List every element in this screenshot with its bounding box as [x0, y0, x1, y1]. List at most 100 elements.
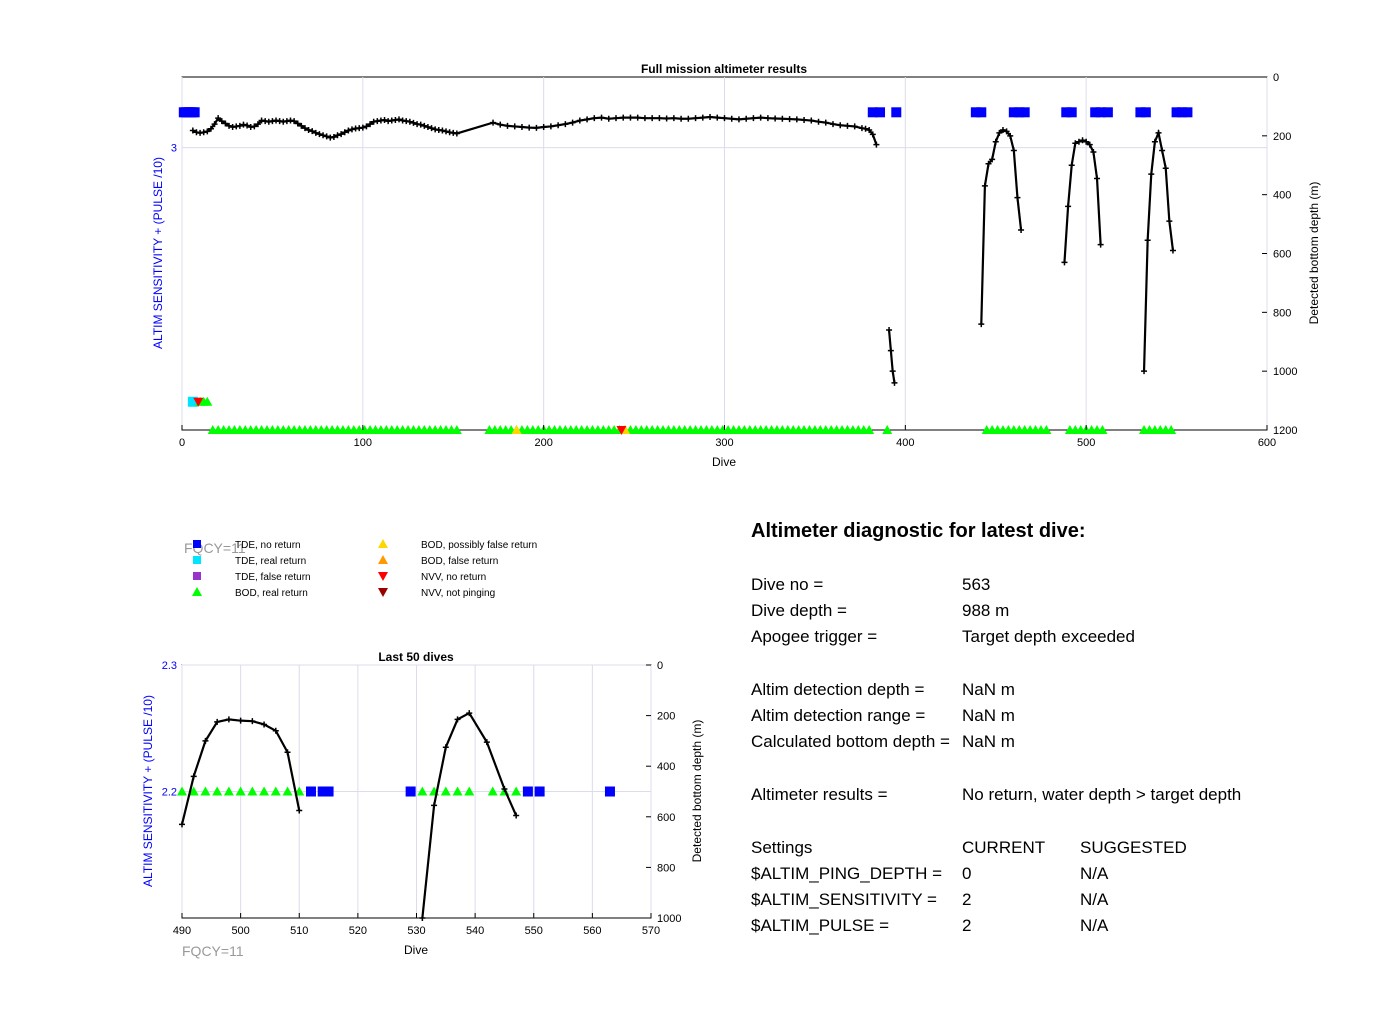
- depth-point: [1007, 132, 1014, 139]
- bod-marker: [202, 396, 213, 406]
- bod-marker: [1166, 425, 1177, 434]
- depth-point: [417, 121, 424, 128]
- depth-point: [620, 114, 627, 121]
- depth-point: [1003, 128, 1010, 135]
- depth-point: [728, 115, 735, 122]
- tde-marker: [976, 107, 987, 118]
- depth-point: [348, 126, 355, 133]
- bottom-depth-value: NaN m: [962, 732, 1015, 751]
- depth-point: [305, 126, 312, 133]
- depth-point: [334, 132, 341, 139]
- depth-point: [547, 123, 554, 130]
- depth-point: [750, 115, 757, 122]
- bod-marker: [259, 786, 270, 796]
- depth-point: [202, 737, 209, 744]
- depth-point: [236, 122, 243, 129]
- depth-point: [1018, 226, 1025, 233]
- fqcy-bottom-label: FQCY=11: [182, 943, 244, 959]
- x-tick-label: 520: [349, 925, 367, 937]
- depth-point: [649, 115, 656, 122]
- x-tick-label: 570: [642, 925, 660, 937]
- depth-point: [189, 127, 196, 134]
- depth-point: [1072, 140, 1079, 147]
- settings-header: Settings: [751, 838, 813, 857]
- depth-point: [641, 115, 648, 122]
- depth-point: [555, 122, 562, 129]
- full-mission-ylabel-right: Detected bottom depth (m): [1307, 182, 1321, 325]
- full-mission-ticks: 0 100 200 300 400 500 600 3 0 200 400 600 800 1000 120…: [171, 72, 1298, 449]
- last-50-dives-title: Last 50 dives: [378, 650, 454, 664]
- apogee-value: Target depth exceeded: [962, 627, 1135, 646]
- tde-marker: [189, 107, 200, 118]
- depth-point: [981, 182, 988, 189]
- depth-point: [627, 114, 634, 121]
- depth-point: [886, 326, 893, 333]
- depth-point: [978, 321, 985, 328]
- results-value: No return, water depth > target depth: [962, 785, 1242, 804]
- depth-point: [301, 125, 308, 132]
- tde-marker: [405, 786, 416, 797]
- full-mission-marks: [178, 107, 1193, 435]
- bod-marker: [270, 786, 281, 796]
- depth-point: [526, 124, 533, 131]
- depth-point: [985, 160, 992, 167]
- tde-marker: [1090, 107, 1101, 118]
- depth-point: [330, 134, 337, 141]
- depth-point: [291, 118, 298, 125]
- depth-point: [501, 785, 508, 792]
- depth-point: [996, 129, 1003, 136]
- nvv-marker: [193, 397, 204, 407]
- depth-point: [511, 123, 518, 130]
- depth-point: [320, 132, 327, 139]
- depth-point: [237, 717, 244, 724]
- bod-marker: [282, 786, 293, 796]
- bod-marker: [1041, 425, 1052, 434]
- depth-point: [240, 121, 247, 128]
- depth-point: [1151, 138, 1158, 145]
- depth-point: [786, 116, 793, 123]
- setting-current: 2: [962, 916, 972, 935]
- current-header: CURRENT: [962, 838, 1046, 857]
- x-tick-label: 540: [466, 925, 484, 937]
- tde-marker: [875, 107, 886, 118]
- bod-marker: [417, 786, 428, 796]
- depth-point: [866, 126, 873, 133]
- depth-point: [323, 133, 330, 140]
- depth-point: [226, 122, 233, 129]
- depth-point: [634, 114, 641, 121]
- depth-point: [1162, 165, 1169, 172]
- setting-name: $ALTIM_PING_DEPTH =: [751, 864, 942, 883]
- depth-point: [540, 124, 547, 131]
- x-tick-label: 500: [231, 925, 249, 937]
- depth-point: [261, 721, 268, 728]
- depth-point: [591, 115, 598, 122]
- dive-depth-value: 988 m: [962, 601, 1010, 620]
- legend-marker: [193, 540, 201, 548]
- bod-marker: [235, 786, 246, 796]
- setting-current: 2: [962, 890, 972, 909]
- x-tick-label: 500: [1077, 437, 1095, 449]
- depth-point: [1068, 162, 1075, 169]
- last-50-dives-ylabel-right: Detected bottom depth (m): [690, 720, 704, 863]
- tde-marker: [891, 107, 902, 118]
- tde-marker: [187, 396, 198, 407]
- depth-point: [316, 131, 323, 138]
- tde-marker: [867, 107, 878, 118]
- last-50-dives-ticks: 490 500 510 520 530 540 550 560 570 2.2 2.3 0 200 400…: [162, 660, 682, 937]
- depth-point: [584, 116, 591, 123]
- nvv-marker: [616, 426, 627, 435]
- y-tick-label-right: 400: [1273, 190, 1291, 202]
- depth-point: [214, 718, 221, 725]
- y-tick-label-left: 2.3: [162, 660, 177, 672]
- y-tick-label-right: 800: [657, 862, 675, 874]
- depth-point: [424, 124, 431, 131]
- bod-marker: [200, 786, 211, 796]
- depth-point: [801, 116, 808, 123]
- legend-label: BOD, false return: [421, 556, 498, 567]
- diagnostic-title: Altimeter diagnostic for latest dive:: [751, 520, 1086, 542]
- legend-marker: [378, 572, 388, 581]
- detection-range-value: NaN m: [962, 706, 1015, 725]
- depth-point: [815, 118, 822, 125]
- depth-point: [1148, 171, 1155, 178]
- depth-point: [504, 122, 511, 129]
